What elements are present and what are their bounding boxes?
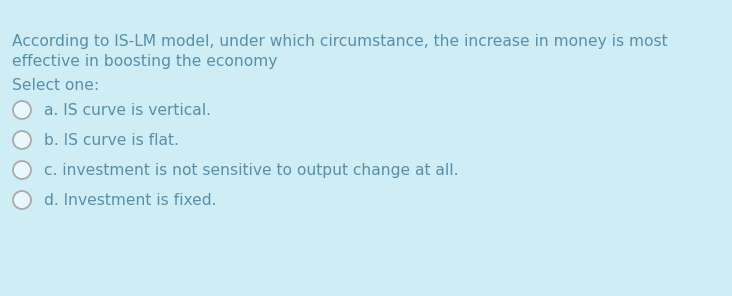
Text: c. investment is not sensitive to output change at all.: c. investment is not sensitive to output… [44,163,458,178]
Circle shape [13,131,31,149]
Circle shape [13,161,31,179]
Circle shape [13,101,31,119]
Text: d. Investment is fixed.: d. Investment is fixed. [44,193,217,208]
Text: effective in boosting the economy: effective in boosting the economy [12,54,277,69]
Text: According to IS-LM model, under which circumstance, the increase in money is mos: According to IS-LM model, under which ci… [12,34,668,49]
Text: b. IS curve is flat.: b. IS curve is flat. [44,133,179,148]
Text: a. IS curve is vertical.: a. IS curve is vertical. [44,103,211,118]
Circle shape [13,191,31,209]
Text: Select one:: Select one: [12,78,99,93]
